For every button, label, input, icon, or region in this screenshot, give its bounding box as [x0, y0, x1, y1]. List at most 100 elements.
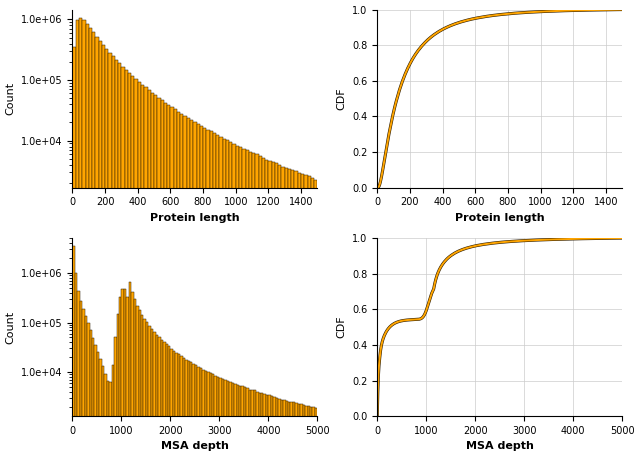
Bar	[167, 105, 170, 457]
Y-axis label: CDF: CDF	[337, 316, 347, 339]
Bar	[72, 246, 75, 457]
Bar	[148, 325, 151, 457]
X-axis label: MSA depth: MSA depth	[161, 441, 229, 452]
Bar	[256, 393, 259, 457]
Bar	[161, 340, 163, 457]
Bar	[268, 395, 271, 457]
Bar	[173, 109, 177, 457]
Bar	[99, 359, 102, 457]
Bar	[193, 364, 195, 457]
Bar	[115, 60, 118, 457]
Bar	[213, 133, 216, 457]
Bar	[143, 319, 146, 457]
Bar	[314, 180, 317, 457]
Bar	[271, 162, 275, 457]
Bar	[125, 70, 128, 457]
Bar	[271, 397, 273, 457]
Bar	[308, 176, 311, 457]
Bar	[195, 365, 197, 457]
Bar	[291, 402, 293, 457]
Bar	[109, 382, 111, 457]
Bar	[122, 289, 124, 457]
Bar	[226, 140, 229, 457]
Bar	[259, 393, 261, 457]
Bar	[146, 322, 148, 457]
Bar	[175, 353, 178, 457]
Bar	[151, 93, 154, 457]
Bar	[276, 398, 278, 457]
Bar	[163, 342, 166, 457]
Bar	[168, 346, 170, 457]
Bar	[173, 351, 175, 457]
Bar	[77, 291, 80, 457]
Bar	[129, 282, 131, 457]
Bar	[294, 171, 298, 457]
Bar	[278, 399, 280, 457]
Bar	[305, 406, 308, 457]
Bar	[252, 390, 253, 457]
Bar	[105, 49, 108, 457]
Bar	[298, 404, 300, 457]
Bar	[285, 401, 288, 457]
Bar	[79, 18, 83, 457]
Bar	[114, 337, 116, 457]
Bar	[259, 156, 262, 457]
Bar	[278, 165, 282, 457]
Bar	[217, 377, 220, 457]
Bar	[116, 314, 119, 457]
Bar	[95, 345, 97, 457]
Bar	[298, 173, 301, 457]
X-axis label: Protein length: Protein length	[150, 213, 240, 223]
Bar	[154, 95, 157, 457]
Bar	[236, 145, 239, 457]
Bar	[266, 395, 268, 457]
Bar	[288, 402, 291, 457]
Bar	[119, 298, 122, 457]
Bar	[252, 153, 255, 457]
Bar	[83, 20, 86, 457]
Bar	[72, 47, 76, 457]
Bar	[141, 315, 143, 457]
Bar	[293, 402, 295, 457]
Bar	[180, 356, 182, 457]
Bar	[92, 338, 95, 457]
Bar	[111, 56, 115, 457]
Bar	[178, 354, 180, 457]
Bar	[308, 406, 310, 457]
Bar	[86, 24, 89, 457]
Bar	[111, 365, 114, 457]
Bar	[136, 306, 139, 457]
Y-axis label: Count: Count	[6, 82, 15, 115]
Bar	[170, 349, 173, 457]
Bar	[304, 175, 308, 457]
Bar	[138, 82, 141, 457]
Bar	[239, 386, 241, 457]
Bar	[83, 309, 84, 457]
Bar	[107, 381, 109, 457]
Bar	[207, 372, 209, 457]
Bar	[280, 399, 283, 457]
Bar	[223, 139, 226, 457]
Bar	[295, 404, 298, 457]
Bar	[214, 376, 217, 457]
Bar	[255, 154, 259, 457]
Bar	[87, 324, 90, 457]
Bar	[141, 85, 144, 457]
Y-axis label: Count: Count	[6, 311, 15, 344]
Bar	[229, 382, 232, 457]
Bar	[95, 37, 99, 457]
Bar	[275, 163, 278, 457]
Bar	[237, 385, 239, 457]
Bar	[224, 380, 227, 457]
Bar	[246, 150, 249, 457]
Bar	[232, 144, 236, 457]
Bar	[209, 373, 212, 457]
Bar	[151, 329, 153, 457]
Bar	[92, 32, 95, 457]
Bar	[265, 159, 268, 457]
Bar	[184, 116, 187, 457]
Bar	[285, 168, 288, 457]
Bar	[283, 400, 285, 457]
Bar	[108, 53, 111, 457]
Bar	[244, 388, 246, 457]
